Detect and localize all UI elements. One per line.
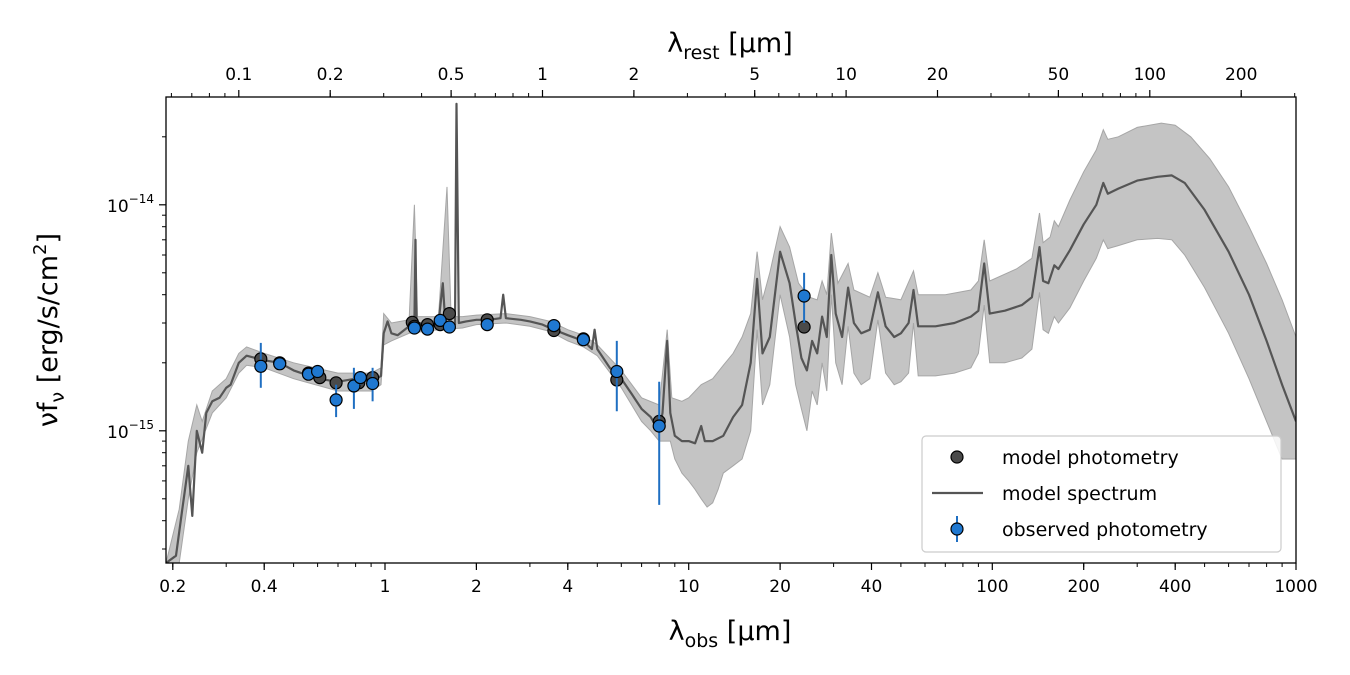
top-tick-label: 0.5: [438, 65, 465, 85]
observed-photometry-point: [407, 321, 421, 335]
x-tick-label: 100: [976, 577, 1008, 597]
legend: model photometry model spectrum observed…: [921, 435, 1282, 553]
model-spectrum-line: [166, 102, 1296, 563]
observed-photometry-point: [797, 289, 811, 303]
x-tick-label: 1: [380, 577, 391, 597]
legend-model-photometry-label: model photometry: [1002, 447, 1179, 469]
plot-area: [166, 102, 1296, 563]
x-tick-label: 0.4: [251, 577, 278, 597]
plot-frame: [165, 96, 1297, 564]
model-photometry-point: [442, 307, 456, 321]
y-axis-title: νfν [erg/s/cm2]: [30, 233, 69, 427]
uncertainty-band: [166, 122, 1296, 563]
x-tick-label: 2: [471, 577, 482, 597]
top-tick-label: 1: [537, 65, 548, 85]
top-axis-title: λrest [μm]: [667, 28, 793, 64]
top-tick-label: 200: [1225, 65, 1257, 85]
y-tick-label: 10−15: [107, 418, 154, 443]
observed-photometry-point: [353, 371, 367, 385]
x-tick-label: 40: [861, 577, 883, 597]
legend-model-photometry-marker: [950, 450, 964, 464]
legend-frame: [921, 435, 1282, 553]
top-tick-label: 10: [835, 65, 857, 85]
y-tick-base: 10: [107, 197, 129, 217]
y-tick-exponent: −14: [129, 192, 154, 206]
x-tick-label: 200: [1067, 577, 1099, 597]
observed-photometry-point: [311, 364, 325, 379]
top-tick-label: 20: [927, 65, 949, 85]
top-tick-label: 50: [1048, 65, 1070, 85]
observed-photometry-point: [254, 359, 268, 373]
top-tick-label: 100: [1134, 65, 1166, 85]
x-tick-label: 10: [678, 577, 700, 597]
observed-photometry-point: [329, 393, 343, 407]
x-tick-label: 4: [562, 577, 573, 597]
top-tick-label: 5: [749, 65, 760, 85]
legend-observed-photometry-marker: [950, 522, 964, 536]
observed-photometry-point: [480, 318, 494, 332]
x-axis-title: λobs [μm]: [669, 616, 792, 652]
observed-photometry-point: [273, 357, 287, 371]
top-tick-label: 0.1: [225, 65, 252, 85]
x-tick-label: 0.2: [159, 577, 186, 597]
top-tick-label: 0.2: [317, 65, 344, 85]
observed-photometry-point: [576, 333, 591, 347]
y-tick-exponent: −15: [129, 418, 154, 432]
legend-observed-photometry-label: observed photometry: [1002, 519, 1208, 541]
observed-photometry-point: [420, 322, 435, 336]
observed-photometry-point: [366, 376, 380, 391]
top-tick-label: 2: [628, 65, 639, 85]
observed-photometry-point: [433, 313, 447, 327]
x-tick-label: 400: [1159, 577, 1191, 597]
legend-model-spectrum-label: model spectrum: [1002, 483, 1157, 505]
observed-photometry-point: [442, 320, 456, 334]
observed-photometry-point: [652, 419, 666, 433]
x-tick-label: 1000: [1274, 577, 1317, 597]
x-tick-label: 20: [769, 577, 791, 597]
observed-photometry-point: [547, 319, 561, 333]
y-tick-base: 10: [107, 423, 129, 443]
y-tick-label: 10−14: [107, 192, 154, 217]
observed-photometry-point: [610, 364, 624, 379]
